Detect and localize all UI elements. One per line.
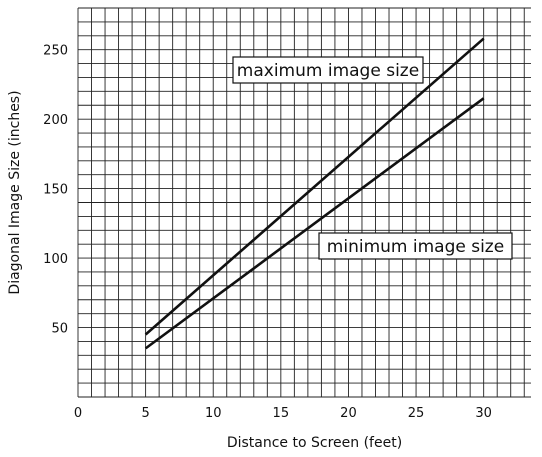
annotation-label: maximum image size [237, 61, 419, 81]
y-tick-label: 100 [43, 252, 68, 267]
grid [77, 7, 531, 398]
annotation-box [232, 56, 424, 84]
y-tick-label: 250 [43, 44, 68, 59]
x-tick-label: 0 [74, 406, 82, 421]
series-lines [144, 37, 485, 350]
y-tick-label: 200 [43, 113, 68, 128]
tick-labels: 0 5 10 15 20 25 30 50 100 150 200 250 [43, 44, 492, 421]
annotation-box [318, 232, 513, 260]
series-line-maximum [144, 37, 485, 336]
x-tick-label: 5 [141, 406, 149, 421]
x-axis-label: Distance to Screen (feet) [227, 435, 402, 451]
y-tick-label: 50 [51, 322, 68, 337]
x-tick-label: 15 [273, 406, 290, 421]
x-tick-label: 25 [408, 406, 425, 421]
x-tick-label: 10 [205, 406, 222, 421]
x-tick-label: 30 [475, 406, 492, 421]
annotations: maximum image size minimum image size [232, 56, 513, 260]
y-tick-label: 150 [43, 183, 68, 198]
x-tick-label: 20 [340, 406, 357, 421]
y-axis-label: Diagonal Image Size (inches) [7, 90, 23, 294]
annotation-label: minimum image size [327, 237, 504, 257]
series-line-minimum [144, 97, 485, 350]
